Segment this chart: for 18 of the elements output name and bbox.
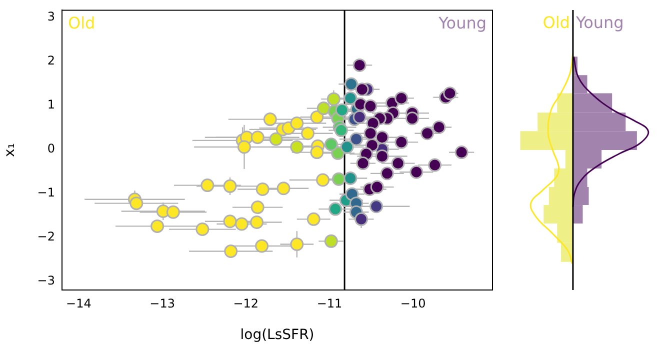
y-tick-label: −2 (37, 229, 55, 244)
y-tick-label: 2 (47, 53, 55, 68)
y-tick-label: −3 (37, 273, 55, 288)
x-tick-label: −12 (233, 296, 259, 310)
series-label: Young (574, 13, 624, 32)
annotation: Old (68, 13, 96, 32)
annotation: Young (438, 13, 486, 32)
y-tick-label: 3 (47, 9, 55, 24)
x-axis-title: log(LsSFR) (240, 327, 314, 344)
x-tick-label: −11 (316, 296, 342, 310)
y-tick-label: 0 (47, 141, 55, 156)
y-tick-label: −1 (37, 185, 55, 200)
series-label: Old (542, 13, 570, 32)
x-tick-label: −14 (66, 296, 92, 310)
x-tick-label: −10 (400, 296, 426, 310)
y-tick-label: 1 (47, 97, 55, 112)
x-tick-label: −13 (150, 296, 175, 310)
y-axis-title: x₁ (2, 143, 18, 158)
